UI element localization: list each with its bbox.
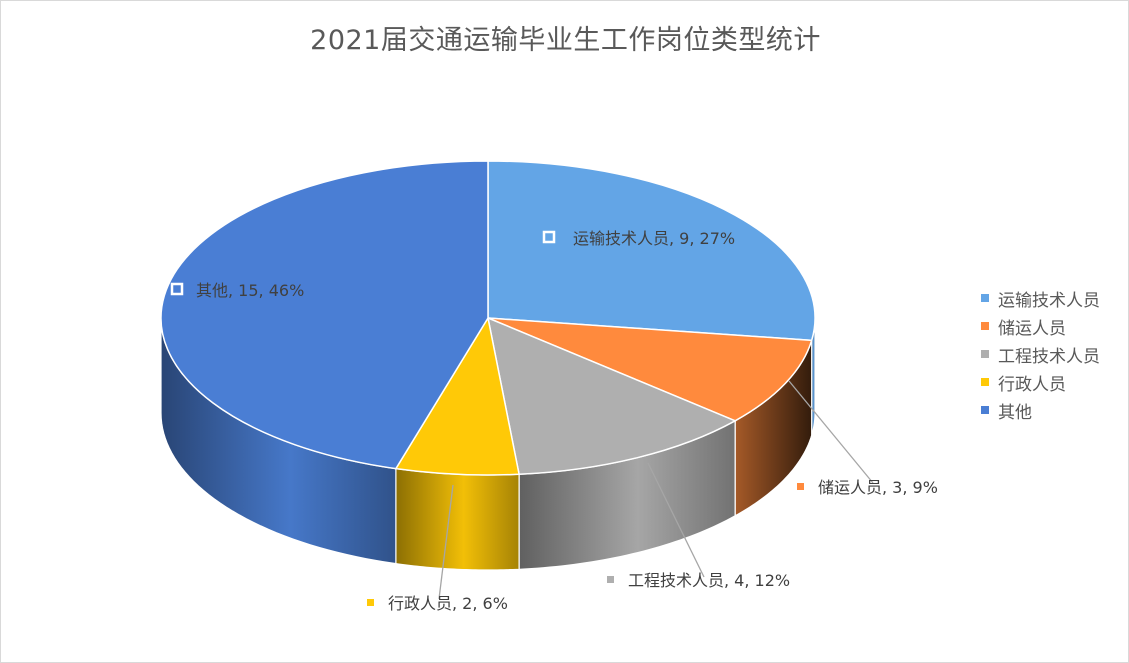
legend-swatch-3 — [981, 350, 989, 358]
legend-item-5[interactable]: 其他 — [981, 396, 1126, 424]
legend-label-4: 行政人员 — [998, 374, 1066, 395]
legend-swatch-4 — [981, 378, 989, 386]
data-label-marker-2 — [797, 483, 804, 490]
pie-slice-2[interactable] — [487, 317, 813, 422]
data-label-marker-5 — [170, 282, 184, 296]
pie-side-4 — [395, 467, 520, 571]
data-label-marker-4 — [367, 599, 374, 606]
legend-item-3[interactable]: 工程技术人员 — [981, 340, 1126, 368]
legend-swatch-2 — [981, 322, 989, 330]
pie-slice-5[interactable] — [160, 160, 489, 470]
data-label-marker-1 — [542, 230, 556, 244]
data-label-3: 工程技术人员, 4, 12% — [628, 571, 790, 590]
leader-line-4 — [438, 484, 454, 600]
legend-item-1[interactable]: 运输技术人员 — [981, 284, 1126, 312]
legend-label-5: 其他 — [998, 402, 1032, 423]
pie-slice-4[interactable] — [394, 315, 520, 476]
leader-line-3 — [647, 462, 705, 578]
legend-swatch-5 — [981, 406, 989, 414]
chart-legend: 运输技术人员 储运人员工程技术人员 行政人员其他 — [981, 284, 1126, 424]
pie-slice-1[interactable] — [487, 160, 816, 342]
legend-swatch-1 — [981, 294, 989, 302]
legend-item-4[interactable]: 行政人员 — [981, 368, 1126, 396]
leader-line-2 — [788, 380, 874, 484]
legend-label-3: 工程技术人员 — [998, 346, 1100, 367]
data-label-2: 储运人员, 3, 9% — [818, 478, 938, 497]
legend-label-1: 运输技术人员 — [998, 290, 1100, 311]
legend-item-2[interactable]: 储运人员 — [981, 312, 1126, 340]
legend-label-2: 储运人员 — [998, 318, 1066, 339]
data-label-1: 运输技术人员, 9, 27% — [573, 229, 735, 248]
chart-title: 2021届交通运输毕业生工作岗位类型统计 — [310, 25, 821, 56]
data-label-4: 行政人员, 2, 6% — [388, 594, 508, 613]
data-label-marker-3 — [607, 576, 614, 583]
data-label-5: 其他, 15, 46% — [196, 281, 304, 300]
pie-slice-3[interactable] — [486, 316, 737, 476]
